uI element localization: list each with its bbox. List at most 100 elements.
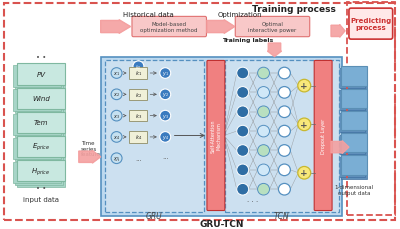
Text: Dropout Layer: Dropout Layer	[321, 118, 326, 153]
Text: PV: PV	[37, 72, 46, 78]
Text: $k_2$: $k_2$	[135, 90, 142, 99]
Text: $k_3$: $k_3$	[135, 112, 142, 120]
Polygon shape	[331, 25, 345, 38]
Bar	[339, 69, 365, 88]
Bar	[341, 115, 367, 134]
Bar	[339, 158, 365, 177]
Circle shape	[298, 119, 311, 131]
Text: 1-dimensional
output data: 1-dimensional output data	[334, 184, 374, 195]
Circle shape	[237, 126, 249, 137]
Bar	[17, 88, 65, 109]
Polygon shape	[207, 21, 235, 34]
Bar	[341, 71, 367, 90]
Bar	[105, 61, 204, 213]
Text: $k_4$: $k_4$	[135, 133, 142, 142]
FancyBboxPatch shape	[235, 17, 310, 38]
Circle shape	[278, 184, 290, 195]
Text: $H_{price}$: $H_{price}$	[32, 165, 51, 177]
Bar	[13, 138, 61, 160]
Circle shape	[160, 68, 171, 79]
Bar	[341, 111, 367, 131]
Bar	[17, 112, 65, 134]
Text: Wind: Wind	[32, 96, 50, 102]
Text: $y_4$: $y_4$	[162, 133, 169, 141]
Circle shape	[278, 87, 290, 99]
Text: • •: • •	[36, 54, 46, 60]
Bar	[130, 110, 147, 122]
Bar	[341, 67, 367, 86]
Text: $y_1$: $y_1$	[162, 70, 169, 78]
Circle shape	[258, 184, 270, 195]
Text: Historical data: Historical data	[123, 12, 174, 18]
Bar	[15, 68, 63, 89]
Text: Tem: Tem	[34, 120, 48, 126]
Polygon shape	[331, 141, 349, 154]
Bar	[13, 90, 61, 111]
Bar	[13, 162, 61, 184]
Text: $x_5$: $x_5$	[113, 155, 120, 162]
Bar	[17, 118, 65, 139]
Text: +: +	[300, 120, 308, 129]
Circle shape	[237, 164, 249, 176]
FancyBboxPatch shape	[349, 9, 393, 40]
Bar	[17, 142, 65, 163]
Circle shape	[258, 126, 270, 137]
Bar	[130, 89, 147, 101]
Circle shape	[133, 62, 144, 72]
Text: Model-based
optimization method: Model-based optimization method	[140, 22, 198, 33]
Circle shape	[258, 68, 270, 79]
Circle shape	[237, 68, 249, 79]
Text: $E_{price}$: $E_{price}$	[32, 141, 50, 153]
Text: Training process: Training process	[252, 5, 336, 14]
Bar	[17, 161, 65, 182]
Bar	[17, 94, 65, 115]
Bar	[15, 140, 63, 161]
Circle shape	[278, 164, 290, 176]
Text: ...: ...	[135, 155, 142, 161]
Bar	[341, 89, 367, 108]
Circle shape	[111, 153, 122, 164]
Bar	[17, 64, 65, 85]
Text: Optimization: Optimization	[218, 12, 262, 18]
Circle shape	[258, 164, 270, 176]
Bar	[339, 135, 365, 155]
Text: $k_0$: $k_0$	[135, 63, 142, 71]
Bar	[17, 136, 65, 158]
Text: Optimal
interactive power: Optimal interactive power	[248, 22, 297, 33]
Circle shape	[160, 90, 171, 100]
FancyBboxPatch shape	[314, 61, 332, 211]
Text: GRU-TCN: GRU-TCN	[199, 219, 244, 228]
Circle shape	[258, 106, 270, 118]
Bar	[341, 137, 367, 157]
Bar	[341, 160, 367, 179]
Circle shape	[237, 87, 249, 99]
Text: GRU: GRU	[146, 211, 163, 220]
Circle shape	[160, 132, 171, 143]
Circle shape	[278, 126, 290, 137]
Bar	[341, 134, 367, 153]
Text: $x_3$: $x_3$	[113, 112, 120, 120]
Circle shape	[237, 145, 249, 157]
Text: $y_3$: $y_3$	[162, 112, 169, 120]
Circle shape	[160, 111, 171, 121]
Text: Training labels: Training labels	[222, 38, 273, 42]
Bar	[130, 131, 147, 143]
Text: $y_2$: $y_2$	[162, 91, 169, 99]
Circle shape	[278, 106, 290, 118]
Bar	[15, 92, 63, 113]
Circle shape	[278, 68, 290, 79]
Text: • •: • •	[36, 185, 46, 191]
Text: Self-Attention
Mechanism: Self-Attention Mechanism	[210, 119, 221, 153]
Text: $k_1$: $k_1$	[135, 69, 142, 78]
Circle shape	[111, 90, 122, 100]
Circle shape	[111, 68, 122, 79]
Bar	[339, 91, 365, 110]
Polygon shape	[79, 151, 101, 163]
Circle shape	[298, 80, 311, 93]
Bar	[15, 116, 63, 137]
FancyBboxPatch shape	[132, 17, 206, 38]
Bar	[347, 3, 395, 215]
Polygon shape	[268, 44, 282, 57]
Bar	[17, 70, 65, 91]
Bar	[17, 166, 65, 188]
